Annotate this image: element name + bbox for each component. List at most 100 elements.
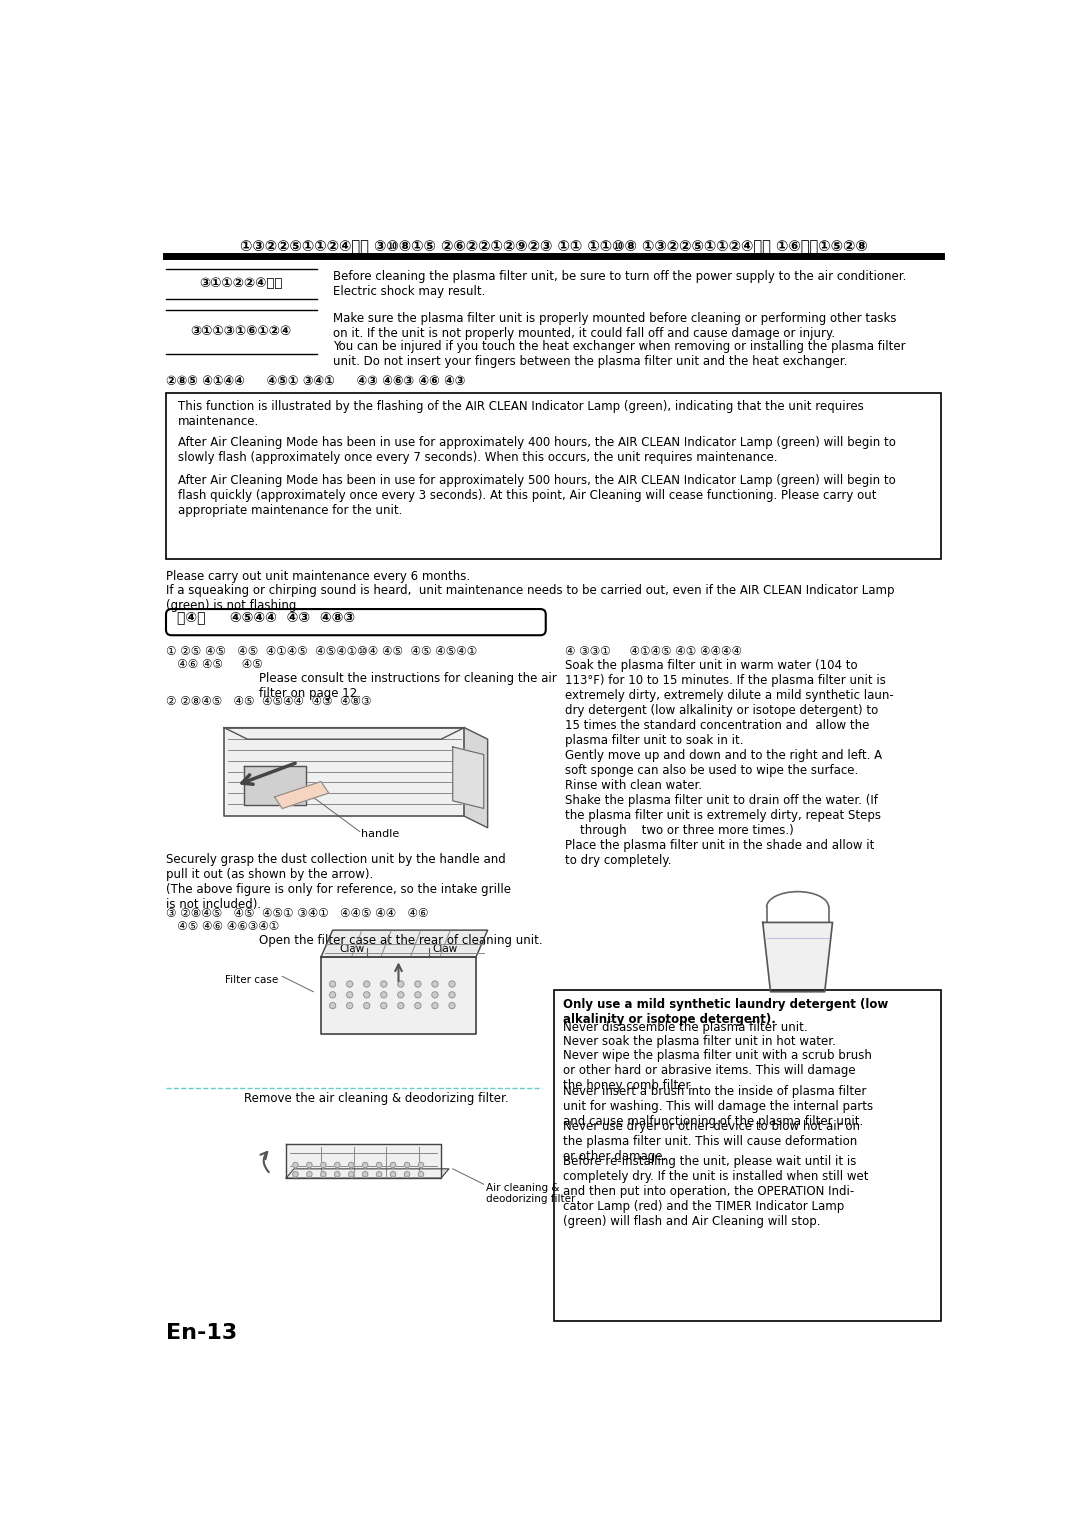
Text: handle: handle	[362, 829, 400, 840]
Circle shape	[377, 1171, 382, 1177]
Text: Please carry out unit maintenance every 6 months.: Please carry out unit maintenance every …	[166, 570, 470, 583]
Circle shape	[397, 980, 404, 986]
Circle shape	[404, 1171, 409, 1177]
Text: ①③②②⑤①①②④⑫⑰ ③⑩⑧①⑤ ②⑥②②①②⑨②③ ①① ①①⑩⑧ ①③②②⑤①①②④⑫⑰ ①⑥⑫⑳①⑤②⑧: ①③②②⑤①①②④⑫⑰ ③⑩⑧①⑤ ②⑥②②①②⑨②③ ①① ①①⑩⑧ ①③②②…	[240, 238, 867, 253]
Text: After Air Cleaning Mode has been in use for approximately 500 hours, the AIR CLE: After Air Cleaning Mode has been in use …	[177, 475, 895, 518]
Circle shape	[329, 980, 336, 986]
Polygon shape	[274, 782, 328, 808]
Circle shape	[329, 1003, 336, 1009]
Polygon shape	[321, 957, 476, 1034]
Circle shape	[380, 980, 387, 986]
Circle shape	[307, 1162, 312, 1168]
Text: This function is illustrated by the flashing of the AIR CLEAN Indicator Lamp (gr: This function is illustrated by the flas…	[177, 400, 863, 428]
Text: ②⑧⑤ ④①④④     ④⑤① ③④①     ④③ ④⑥③ ④⑥ ④③: ②⑧⑤ ④①④④ ④⑤① ③④① ④③ ④⑥③ ④⑥ ④③	[166, 376, 465, 388]
Circle shape	[293, 1171, 298, 1177]
Circle shape	[321, 1171, 326, 1177]
Bar	[782, 939, 813, 948]
Circle shape	[347, 980, 353, 986]
Circle shape	[363, 1171, 368, 1177]
Circle shape	[418, 1162, 423, 1168]
Bar	[782, 964, 813, 973]
Circle shape	[364, 991, 369, 999]
Text: ① ②⑤ ④⑤   ④⑤  ④①④⑤  ④⑤④①⑩④ ④⑤  ④⑤ ④⑤④①: ① ②⑤ ④⑤ ④⑤ ④①④⑤ ④⑤④①⑩④ ④⑤ ④⑤ ④⑤④①	[166, 646, 477, 658]
Text: Before re-installing the unit, please wait until it is
completely dry. If the un: Before re-installing the unit, please wa…	[563, 1154, 868, 1228]
Circle shape	[415, 980, 421, 986]
Circle shape	[432, 1003, 438, 1009]
Text: Before cleaning the plasma filter unit, be sure to turn off the power supply to : Before cleaning the plasma filter unit, …	[333, 270, 906, 298]
Text: En-13: En-13	[166, 1322, 238, 1342]
Text: ③①①③①⑥①②④: ③①①③①⑥①②④	[190, 325, 292, 339]
Polygon shape	[225, 728, 464, 739]
Circle shape	[364, 1003, 369, 1009]
Text: ④ ③③①     ④①④⑤ ④① ④④④④: ④ ③③① ④①④⑤ ④① ④④④④	[565, 646, 742, 658]
Text: Soak the plasma filter unit in warm water (104 to
113°F) for 10 to 15 minutes. I: Soak the plasma filter unit in warm wate…	[565, 660, 894, 867]
Circle shape	[335, 1162, 340, 1168]
Text: Air cleaning &
deodorizing filter: Air cleaning & deodorizing filter	[486, 1183, 576, 1205]
Circle shape	[335, 1171, 340, 1177]
Text: Never wipe the plasma filter unit with a scrub brush
or other hard or abrasive i: Never wipe the plasma filter unit with a…	[563, 1049, 872, 1092]
Circle shape	[432, 991, 438, 999]
Text: Never insert a brush into the inside of plasma filter
unit for washing. This wil: Never insert a brush into the inside of …	[563, 1084, 873, 1127]
Text: Only use a mild synthetic laundry detergent (low
alkalinity or isotope detergent: Only use a mild synthetic laundry deterg…	[563, 999, 888, 1026]
Circle shape	[432, 980, 438, 986]
Text: You can be injured if you touch the heat exchanger when removing or installing t: You can be injured if you touch the heat…	[333, 339, 905, 368]
Circle shape	[449, 1003, 455, 1009]
Circle shape	[397, 991, 404, 999]
Circle shape	[364, 980, 369, 986]
Text: Claw: Claw	[432, 944, 458, 954]
Text: ④⑤ ④⑥ ④⑥③④①: ④⑤ ④⑥ ④⑥③④①	[166, 921, 280, 933]
Circle shape	[307, 1171, 312, 1177]
Bar	[782, 951, 813, 960]
Polygon shape	[453, 747, 484, 808]
Circle shape	[418, 1171, 423, 1177]
Circle shape	[390, 1171, 395, 1177]
Text: Never use dryer or other device to blow hot air on
the plasma filter unit. This : Never use dryer or other device to blow …	[563, 1119, 860, 1162]
Text: After Air Cleaning Mode has been in use for approximately 400 hours, the AIR CLE: After Air Cleaning Mode has been in use …	[177, 435, 895, 464]
Text: ④⑥ ④⑤     ④⑤: ④⑥ ④⑤ ④⑤	[166, 658, 262, 672]
Circle shape	[380, 991, 387, 999]
Circle shape	[415, 1003, 421, 1009]
Circle shape	[397, 1003, 404, 1009]
Circle shape	[293, 1162, 298, 1168]
Polygon shape	[286, 1168, 449, 1177]
Circle shape	[349, 1162, 354, 1168]
Circle shape	[449, 991, 455, 999]
Polygon shape	[321, 930, 488, 957]
Text: ③①①②②④⑫⑰: ③①①②②④⑫⑰	[200, 276, 283, 290]
Text: Open the filter case at the rear of cleaning unit.: Open the filter case at the rear of clea…	[259, 935, 542, 947]
Circle shape	[347, 991, 353, 999]
Text: Claw: Claw	[339, 944, 365, 954]
Text: Make sure the plasma filter unit is properly mounted before cleaning or performi: Make sure the plasma filter unit is prop…	[333, 312, 896, 341]
Polygon shape	[286, 1144, 441, 1177]
Circle shape	[377, 1162, 382, 1168]
Circle shape	[347, 1003, 353, 1009]
Bar	[166, 394, 941, 559]
Text: ③ ②⑧④⑤   ④⑤  ④⑤① ③④①   ④④⑤ ④④   ④⑥: ③ ②⑧④⑤ ④⑤ ④⑤① ③④① ④④⑤ ④④ ④⑥	[166, 907, 429, 921]
Text: Filter case: Filter case	[225, 974, 279, 985]
Text: ⑬④⑪     ④⑤④④  ④③  ④⑧③: ⑬④⑪ ④⑤④④ ④③ ④⑧③	[177, 609, 355, 623]
Polygon shape	[464, 728, 488, 828]
Text: Securely grasp the dust collection unit by the handle and
pull it out (as shown : Securely grasp the dust collection unit …	[166, 854, 511, 912]
Circle shape	[363, 1162, 368, 1168]
Text: ② ②⑧④⑤   ④⑤  ④⑤④④  ④③  ④⑧③: ② ②⑧④⑤ ④⑤ ④⑤④④ ④③ ④⑧③	[166, 695, 372, 709]
Circle shape	[390, 1162, 395, 1168]
Polygon shape	[243, 767, 306, 805]
FancyArrowPatch shape	[260, 1151, 269, 1173]
Polygon shape	[762, 922, 833, 991]
Circle shape	[449, 980, 455, 986]
Text: If a squeaking or chirping sound is heard,  unit maintenance needs to be carried: If a squeaking or chirping sound is hear…	[166, 583, 894, 612]
Circle shape	[415, 991, 421, 999]
Text: Please consult the instructions for cleaning the air
filter on page 12.: Please consult the instructions for clea…	[259, 672, 557, 701]
Text: Remove the air cleaning & deodorizing filter.: Remove the air cleaning & deodorizing fi…	[243, 1092, 508, 1106]
Circle shape	[404, 1162, 409, 1168]
Circle shape	[349, 1171, 354, 1177]
Text: Never disassemble the plasma filter unit.: Never disassemble the plasma filter unit…	[563, 1022, 808, 1034]
Circle shape	[321, 1162, 326, 1168]
Circle shape	[380, 1003, 387, 1009]
Text: Never soak the plasma filter unit in hot water.: Never soak the plasma filter unit in hot…	[563, 1035, 836, 1048]
Bar	[782, 927, 813, 936]
Polygon shape	[225, 728, 464, 815]
Bar	[554, 989, 941, 1321]
Bar	[782, 976, 813, 985]
Circle shape	[329, 991, 336, 999]
